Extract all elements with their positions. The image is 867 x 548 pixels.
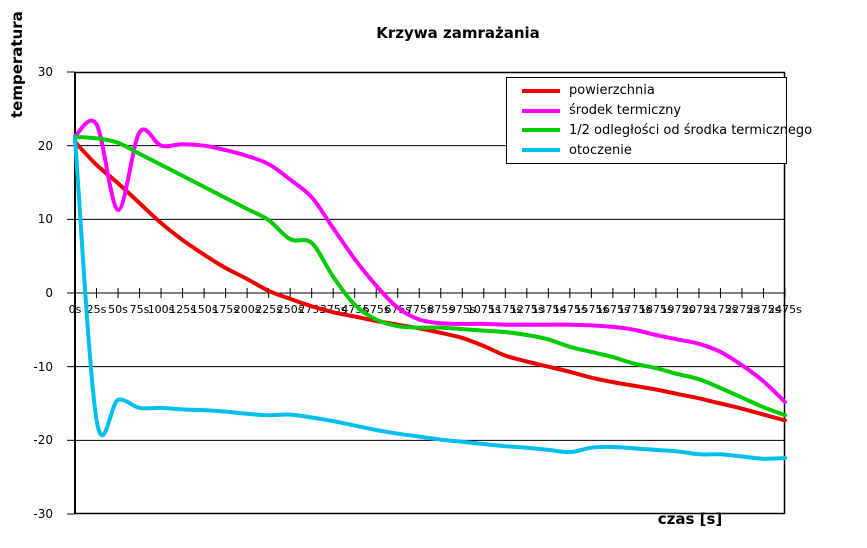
svg-text:2475s: 2475s [768,303,802,316]
svg-text:50s: 50s [108,303,128,316]
svg-text:1275s: 1275s [510,303,544,316]
svg-text:575s: 575s [363,303,390,316]
svg-text:1975s: 1975s [661,303,695,316]
y-tick-label: 30 [37,65,53,79]
series-line-2 [73,118,787,404]
legend-item-otoczenie: otoczenie [522,143,786,158]
svg-text:975s: 975s [449,303,476,316]
svg-text:125s: 125s [169,303,196,316]
y-tick-label: -10 [33,359,53,374]
chart-title: Krzywa zamrażania [376,24,540,42]
svg-text:1775s: 1775s [618,303,652,316]
legend-box: powierzchnia środek termiczny 1/2 odległ… [506,77,812,164]
svg-text:225s: 225s [255,303,282,316]
svg-text:1675s: 1675s [596,303,630,316]
series-line-1 [73,139,787,423]
svg-text:75s: 75s [130,303,150,316]
svg-text:1075s: 1075s [467,303,501,316]
legend-line-sample-magenta [522,108,560,113]
legend-line-sample-red [522,88,560,93]
series-line-4 [73,136,787,461]
legend-item-srodek-termiczny: środek termiczny [522,103,786,118]
series-line-3 [73,134,787,418]
svg-text:1375s: 1375s [531,303,565,316]
svg-text:175s: 175s [212,303,239,316]
svg-text:1475s: 1475s [553,303,587,316]
svg-text:775s: 775s [406,303,433,316]
svg-text:2175s: 2175s [704,303,738,316]
svg-text:875s: 875s [427,303,454,316]
svg-text:25s: 25s [87,303,107,316]
x-axis-title: czas [s] [657,510,723,528]
y-tick-label: 0 [45,286,53,300]
svg-text:2075s: 2075s [682,303,716,316]
y-tick-label: 20 [37,138,53,153]
legend-label: środek termiczny [569,103,682,119]
legend-item-powierzchnia: powierzchnia [522,83,786,98]
legend-label: powierzchnia [569,83,655,99]
svg-text:2375s: 2375s [747,303,781,316]
legend-label: 1/2 odległości od środka termicznego [569,122,813,138]
svg-text:100s: 100s [148,303,175,316]
legend-line-sample-green [522,128,560,133]
svg-text:1575s: 1575s [574,303,608,316]
legend-item-pol-odleglosci: 1/2 odległości od środka termicznego [522,123,812,138]
svg-text:250s: 250s [277,303,304,316]
svg-text:150s: 150s [191,303,218,316]
y-tick-label: -20 [33,433,53,448]
x-axis [74,288,786,298]
svg-text:2275s: 2275s [725,303,759,316]
legend-label: otoczenie [569,142,632,158]
legend-line-sample-cyan [522,148,560,153]
svg-text:1175s: 1175s [488,303,522,316]
svg-text:1875s: 1875s [639,303,673,316]
y-tick-label: 10 [37,212,53,227]
svg-text:0s: 0s [69,303,82,316]
svg-text:200s: 200s [234,303,261,316]
y-tick-label: -30 [33,507,53,521]
